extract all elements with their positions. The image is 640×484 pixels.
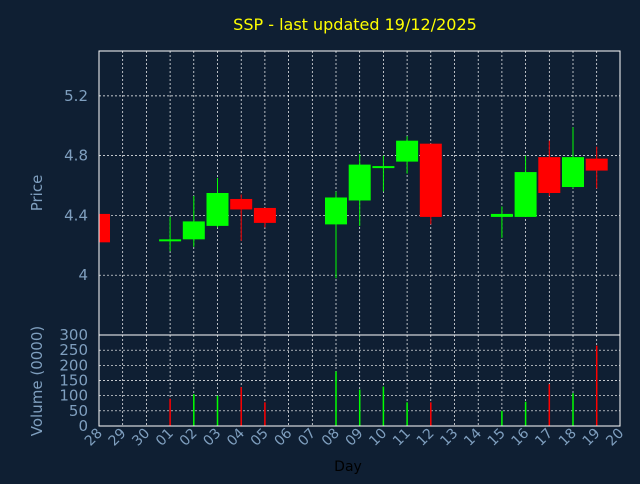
candle [182,195,205,247]
candle-body [514,172,537,217]
price-y-tick-label: 4.4 [64,206,88,224]
volume-y-tick-label: 200 [59,356,88,374]
candle-body [230,198,253,210]
candle [206,178,229,228]
volume-y-tick-label: 250 [59,341,88,359]
volume-bar [595,345,598,426]
volume-axis-label: Volume (0000) [28,326,46,436]
price-y-tick-label: 4 [78,266,88,284]
candle [562,127,584,189]
candle [372,155,395,192]
chart-title: SSP - last updated 19/12/2025 [233,15,477,34]
candle-body [206,193,229,226]
volume-bar [524,401,527,426]
candle [585,146,608,189]
volume-bar [430,402,432,426]
candle [396,136,419,174]
candle-body [490,213,513,217]
volume-bar [382,386,385,426]
volume-bar [358,389,361,426]
candle-body [538,157,561,193]
candle-body [182,221,205,240]
candle [538,140,561,196]
volume-y-tick-label: 100 [59,387,88,405]
price-y-tick-label: 4.8 [64,147,88,165]
candle [490,206,513,238]
volume-bar [240,387,242,426]
candle [159,216,182,252]
volume-bar [548,384,551,426]
price-y-tick-labels: 4 4.4 4.8 5.2 [64,87,88,284]
candle-body [562,157,584,188]
candle-body [159,239,182,242]
candle [230,194,253,241]
candle [325,191,347,279]
volume-bars [169,345,598,426]
volume-y-tick-label: 50 [69,402,88,420]
candle-body [99,213,110,243]
volume-plot-frame [98,334,621,427]
price-y-tick-label: 5.2 [64,87,88,105]
volume-y-tick-label: 150 [59,372,88,390]
candle-body [585,158,608,171]
x-axis-label: Day [334,459,362,475]
x-tick-labels: 28 29 30 01 02 03 04 05 06 07 08 09 10 11 12 13 14 15 16 17… [82,425,627,449]
volume-bar [406,402,408,426]
candle-body [372,166,395,169]
candle [419,143,442,225]
candle-body [396,140,419,162]
candlesticks [98,127,608,279]
volume-y-tick-label: 300 [59,326,88,344]
price-axis-label: Price [28,175,46,212]
volume-bar [169,398,171,426]
candle [98,212,110,243]
candle [514,155,537,217]
volume-bar [501,410,503,426]
candle [348,154,371,226]
candle-body [325,197,347,225]
candle-body [419,143,442,217]
volume-bar [264,402,266,426]
volume-bar [216,395,219,426]
volume-bar [193,394,195,426]
volume-y-tick-label: 0 [78,417,88,435]
candle-body [253,207,276,223]
volume-bar [572,393,574,426]
volume-bar [335,371,337,426]
candle [253,207,276,228]
candle-body [348,164,371,201]
